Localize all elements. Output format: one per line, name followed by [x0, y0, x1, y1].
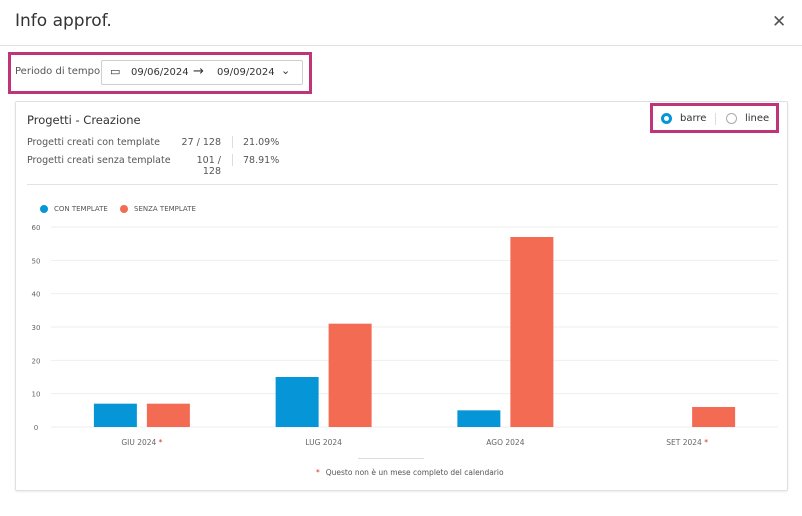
x-tick-label: GIU 2024 *: [121, 438, 162, 447]
legend-label: CON TEMPLATE: [54, 205, 108, 213]
x-tick-label: AGO 2024: [486, 438, 524, 447]
period-highlight: [8, 52, 312, 94]
x-tick-label: SET 2024 *: [666, 438, 708, 447]
legend-item-con[interactable]: CON TEMPLATE: [40, 205, 108, 213]
bar-con-template: [275, 377, 319, 427]
start-date: 09/06/2024: [131, 67, 189, 78]
bar-senza-template: [510, 237, 554, 427]
legend-label: SENZA TEMPLATE: [134, 205, 196, 213]
radio-lines[interactable]: linee: [726, 113, 769, 124]
dialog-title: Info approf.: [15, 11, 112, 31]
stat-label: Progetti creati senza template: [27, 155, 171, 166]
calendar-icon: ▭: [110, 65, 121, 78]
radio-bars-label: barre: [680, 113, 707, 124]
bar-con-template: [457, 410, 501, 427]
y-tick-label: 0: [34, 424, 38, 432]
bar-senza-template: [692, 407, 736, 427]
y-tick-label: 50: [32, 257, 41, 265]
y-tick-label: 30: [32, 324, 41, 332]
legend-item-senza[interactable]: SENZA TEMPLATE: [120, 205, 196, 213]
y-tick-label: 20: [32, 357, 41, 365]
bar-senza-template: [146, 403, 190, 427]
footnote-text: Questo non è un mese completo del calend…: [325, 468, 504, 477]
arrow-right-icon: →: [193, 64, 204, 79]
radio-lines-label: linee: [745, 113, 770, 124]
y-tick-label: 10: [32, 391, 41, 399]
stat-label: Progetti creati con template: [27, 137, 160, 148]
stat-percent: 78.91%: [243, 155, 280, 166]
radio-bars[interactable]: barre: [661, 113, 706, 124]
bar-senza-template: [328, 323, 372, 427]
x-tick-label: LUG 2024: [305, 438, 342, 447]
dialog-header: Info approf. ✕: [0, 0, 802, 46]
chart-card: Progetti - Creazione Progetti creati con…: [15, 101, 788, 491]
footnote-divider: [358, 458, 424, 459]
stat-percent: 21.09%: [243, 137, 280, 148]
view-toggle-highlight: [650, 103, 779, 133]
period-label: Periodo di tempo: [15, 66, 101, 77]
y-tick-label: 60: [32, 224, 41, 232]
bar-chart: 0 10 20 30 40 50 60 GIU 2024 * LUG 2024 AGO 2024 S…: [32, 224, 778, 447]
footnote: * Questo non è un mese completo del calen…: [316, 468, 504, 477]
footnote-mark: *: [316, 468, 320, 477]
stat-count: 27 / 128: [181, 137, 221, 148]
close-icon[interactable]: ✕: [772, 12, 787, 32]
bar-con-template: [93, 403, 137, 427]
date-range-picker[interactable]: ▭ 09/06/2024 → 09/09/2024 ⌄: [101, 60, 303, 85]
chevron-down-icon[interactable]: ⌄: [281, 64, 291, 77]
divider: [27, 184, 778, 185]
y-tick-label: 40: [32, 291, 41, 299]
stat-count: 101 / 128: [196, 155, 221, 177]
end-date: 09/09/2024: [217, 67, 275, 78]
card-title: Progetti - Creazione: [27, 113, 141, 127]
